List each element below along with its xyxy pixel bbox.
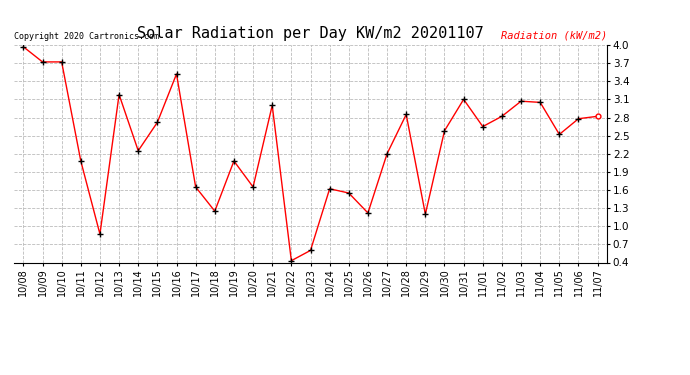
Text: Copyright 2020 Cartronics.com: Copyright 2020 Cartronics.com [14,32,159,40]
Text: Radiation (kW/m2): Radiation (kW/m2) [501,31,607,40]
Title: Solar Radiation per Day KW/m2 20201107: Solar Radiation per Day KW/m2 20201107 [137,26,484,41]
